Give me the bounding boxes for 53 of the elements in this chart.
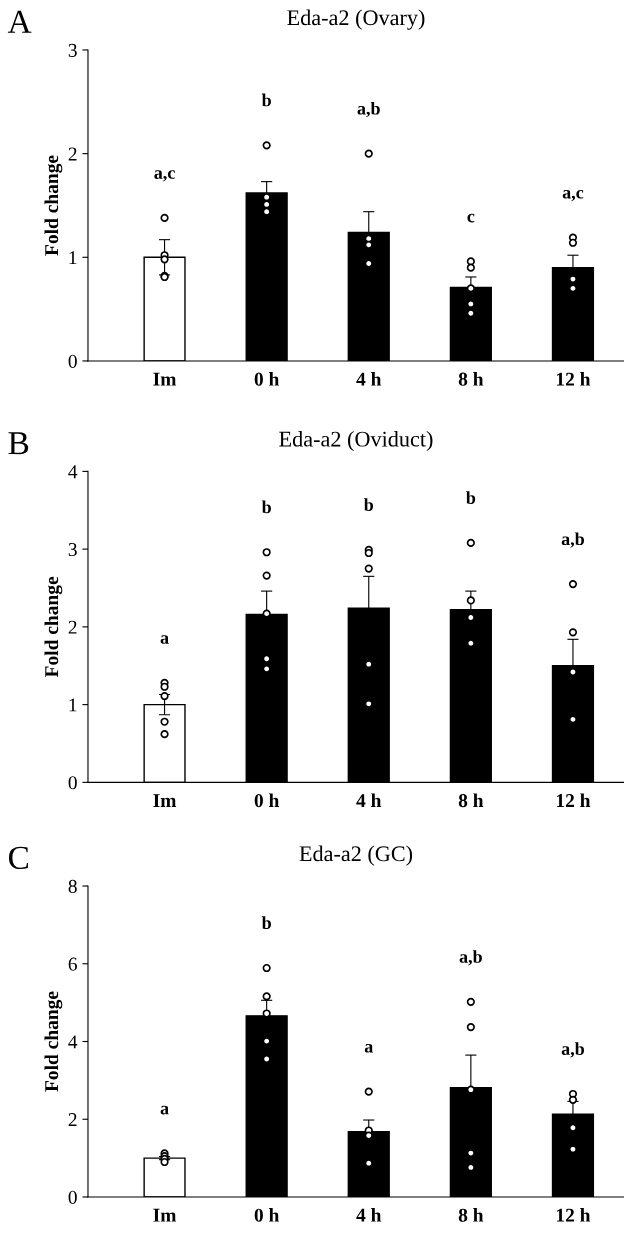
x-tick-label: 8 h [458,372,484,386]
y-tick-label: 3 [68,43,77,57]
x-tick-label: 12 h [556,793,591,807]
y-tick-label: 8 [68,879,77,893]
annotation: a,c [154,170,175,182]
chart-title: Eda-a2 (Ovary) [287,9,425,30]
x-tick-label: 0 h [254,372,280,386]
annotation: a [160,1105,169,1115]
y-tick-label: 4 [68,465,78,479]
text: B [8,432,29,455]
x-tick-label: 0 h [254,1208,280,1222]
y-tick-label: 6 [68,957,77,971]
annotation: b [261,93,271,107]
annotation: b [363,498,374,511]
y-tick-label: 3 [68,543,77,557]
x-tick-label: Im [153,372,177,386]
y-tick-label: 1 [69,251,77,265]
annotation: b [261,500,271,514]
y-tick-label: 4 [68,1035,78,1049]
annotation: a [364,1043,373,1053]
y-tick-label: 2 [68,147,77,161]
x-tick-label: 0 h [254,793,280,808]
annotation: a,c [562,189,584,202]
y-axis-title: Fold change [44,991,63,1092]
x-tick-label: 4 h [356,1208,382,1222]
annotation: a,b [357,101,380,118]
chart-title: Eda-a2 (Oviduct) [279,430,433,452]
x-tick-label: Im [153,794,177,807]
chart-title: Eda-a2 (GC) [299,845,413,866]
y-tick-label: 2 [68,620,77,634]
annotation: a,b [561,1042,585,1058]
text: A [7,10,32,33]
x-tick-label: 12 h [556,1208,591,1222]
y-axis-title: Fold change [44,576,63,678]
x-tick-label: Im [153,1208,177,1222]
x-tick-label: 8 h [458,1208,484,1222]
annotation: a,b [459,950,482,966]
y-tick-label: 2 [68,1113,77,1126]
text: C [8,846,28,870]
x-tick-label: 4 h [356,793,382,807]
annotation: a [160,635,169,644]
annotation: b [466,491,476,504]
annotation: a,b [561,532,585,548]
x-tick-label: 8 h [458,793,484,808]
x-tick-label: 12 h [556,372,591,386]
y-tick-label: 0 [68,1190,77,1204]
y-tick-label: 0 [68,354,77,368]
annotation: b [261,916,271,930]
y-tick-label: 1 [69,698,77,712]
y-axis-title: Fold change [44,155,63,256]
y-tick-label: 0 [68,776,77,790]
x-tick-label: 4 h [356,372,382,386]
annotation: c [467,213,475,223]
